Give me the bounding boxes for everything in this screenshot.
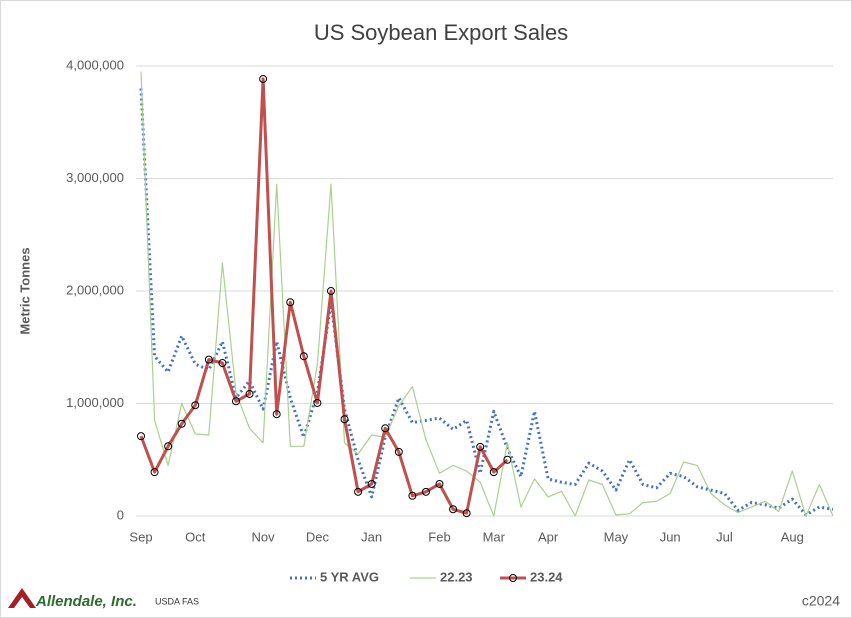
data-point — [299, 352, 308, 361]
data-point — [218, 359, 227, 367]
data-point — [354, 487, 363, 496]
data-point — [462, 509, 471, 518]
data-point — [177, 419, 186, 428]
data-point — [191, 401, 200, 410]
y-axis-label: Metric Tonnes — [17, 247, 32, 334]
x-tick-label: Mar — [483, 529, 506, 544]
data-point — [394, 447, 403, 456]
data-point — [286, 298, 295, 307]
legend-label: 22.23 — [440, 569, 473, 584]
series-line — [139, 88, 834, 517]
x-tick-label: Dec — [306, 529, 330, 544]
data-point — [164, 442, 173, 451]
legend-marker — [509, 574, 517, 582]
series-line — [140, 71, 834, 517]
x-tick-label: Feb — [428, 529, 450, 544]
data-point — [381, 424, 390, 433]
legend-label: 5 YR AVG — [320, 569, 379, 584]
data-point — [435, 479, 444, 488]
data-point — [313, 398, 322, 407]
y-tick-label: 0 — [117, 507, 124, 522]
x-tick-label: Oct — [185, 529, 206, 544]
data-point — [489, 468, 498, 477]
y-tick-label: 2,000,000 — [66, 282, 124, 297]
x-tick-label: Apr — [538, 529, 559, 544]
source-note: USDA FAS — [155, 596, 199, 606]
x-tick-label: Jul — [716, 529, 733, 544]
logo-text: Allendale, Inc. — [35, 593, 137, 610]
data-point — [259, 74, 268, 83]
logo-mark — [8, 588, 36, 608]
y-tick-label: 1,000,000 — [66, 395, 124, 410]
x-tick-label: May — [604, 529, 629, 544]
data-point — [421, 487, 430, 496]
x-tick-label: Aug — [781, 529, 804, 544]
legend-label: 23.24 — [530, 569, 563, 584]
copyright: c2024 — [802, 593, 840, 609]
data-point — [503, 455, 512, 464]
legend-item: 5 YR AVG — [290, 569, 379, 584]
data-point — [326, 287, 335, 295]
y-tick-label: 4,000,000 — [66, 57, 124, 72]
x-tick-label: Jun — [660, 529, 681, 544]
legend-item: 23.24 — [500, 569, 563, 584]
data-point — [476, 442, 485, 451]
data-point — [204, 355, 213, 364]
x-tick-label: Sep — [129, 529, 152, 544]
data-point — [137, 432, 145, 441]
legend-item: 22.23 — [410, 569, 473, 584]
y-tick-label: 3,000,000 — [66, 170, 124, 185]
data-point — [408, 491, 417, 500]
data-point — [272, 410, 281, 419]
data-point — [367, 479, 376, 488]
data-point — [245, 389, 254, 398]
data-point — [150, 468, 159, 477]
data-point — [231, 397, 240, 406]
logo: Allendale, Inc. — [8, 588, 137, 610]
x-tick-label: Nov — [252, 529, 276, 544]
chart-title: US Soybean Export Sales — [314, 20, 568, 45]
data-point — [449, 505, 458, 514]
data-point — [340, 415, 349, 424]
x-tick-label: Jan — [361, 529, 382, 544]
series-line — [139, 77, 509, 515]
